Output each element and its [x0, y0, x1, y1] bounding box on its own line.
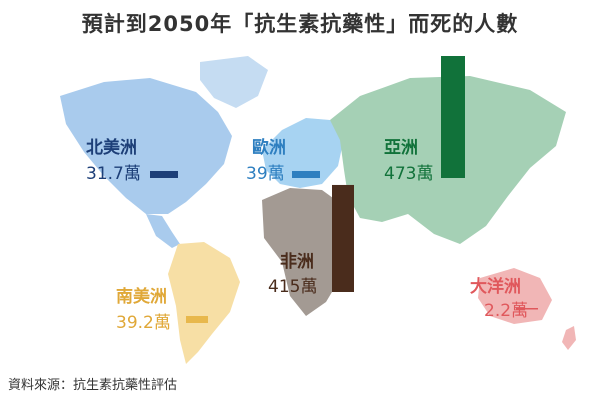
- region-name-oceania: 大洋洲: [470, 276, 521, 297]
- oceania-shape: [478, 268, 552, 324]
- region-name-asia: 亞洲: [384, 138, 418, 158]
- chart-title: 預計到2050年「抗生素抗藥性」而死的人數: [81, 12, 519, 36]
- value-label-africa: 415萬: [268, 277, 317, 297]
- bar-south-america: [186, 316, 208, 323]
- region-name-north-america: 北美洲: [86, 137, 137, 158]
- bar-africa: [332, 184, 354, 292]
- world-map-background: [60, 56, 576, 364]
- region-name-europe: 歐洲: [252, 137, 286, 158]
- greenland-shape: [200, 56, 268, 108]
- value-label-asia: 473萬: [384, 164, 433, 184]
- north-america-shape: [60, 78, 232, 214]
- labels-layer: 北美洲 31.7萬 歐洲 39萬 亞洲 473萬 非洲 415萬 南美洲 39.…: [86, 137, 528, 333]
- value-label-oceania: 2.2萬: [484, 301, 528, 321]
- region-name-africa: 非洲: [280, 251, 314, 272]
- africa-shape: [262, 188, 352, 316]
- region-name-south-america: 南美洲: [116, 286, 167, 307]
- new-zealand-shape: [562, 326, 576, 350]
- europe-shape: [262, 118, 344, 188]
- value-label-europe: 39萬: [246, 164, 285, 184]
- bar-oceania: [516, 308, 538, 310]
- bars-layer: [150, 56, 538, 323]
- source-note: 資料來源：抗生素抗藥性評估: [8, 378, 178, 393]
- south-america-shape: [168, 242, 240, 364]
- central-america-shape: [146, 214, 180, 248]
- bar-north-america: [150, 171, 178, 178]
- bar-europe: [292, 171, 320, 178]
- bar-asia: [441, 56, 465, 178]
- value-label-south-america: 39.2萬: [116, 313, 171, 333]
- value-label-north-america: 31.7萬: [86, 164, 141, 184]
